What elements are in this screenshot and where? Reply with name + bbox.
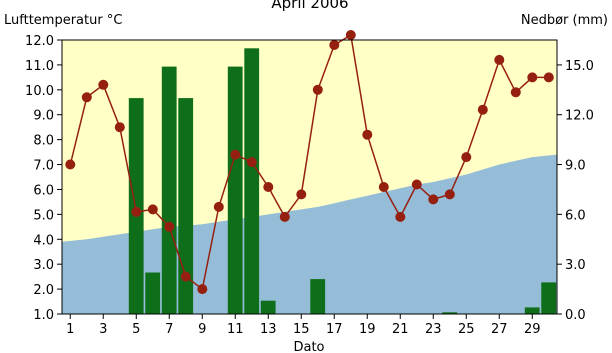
left-tick-label: 11.0: [25, 59, 54, 74]
temperature-point: [263, 182, 274, 192]
x-tick-label: 1: [66, 322, 74, 337]
temperature-point: [81, 92, 92, 103]
x-axis-label: Dato: [293, 340, 324, 353]
temperature-points: [65, 30, 554, 295]
temperature-point: [411, 179, 422, 190]
temperature-point: [197, 284, 208, 295]
temperature-point: [510, 87, 521, 98]
right-tick-label: 15.0: [565, 59, 594, 74]
precipitation-bar: [128, 98, 144, 314]
chart-title: April 2006: [271, 0, 348, 12]
temperature-point: [395, 211, 406, 222]
precipitation-bar: [524, 307, 540, 314]
x-tick-label: 13: [260, 322, 277, 337]
x-tick-label: 5: [132, 322, 140, 337]
precipitation-bar: [145, 272, 161, 314]
temperature-point: [65, 159, 76, 170]
left-tick-label: 5.0: [33, 208, 54, 223]
temperature-point: [345, 30, 356, 40]
x-tick-label: 27: [491, 322, 508, 337]
plot-frame: [61, 39, 558, 315]
temperature-point: [362, 129, 373, 140]
left-axis-label: Lufttemperatur °C: [4, 13, 122, 28]
x-tick-label: 17: [326, 322, 343, 337]
temperature-point: [279, 211, 290, 222]
right-tick-label: 6.0: [565, 208, 586, 223]
left-tick-label: 6.0: [33, 183, 54, 198]
left-tick-label: 9.0: [33, 109, 54, 124]
temperature-point: [147, 204, 158, 215]
right-axis-label: Nedbør (mm): [521, 13, 608, 28]
temperature-point: [444, 189, 455, 200]
precipitation-bar: [541, 282, 557, 314]
temperature-point: [477, 104, 488, 115]
right-tick-label: 9.0: [565, 159, 586, 174]
x-tick-label: 3: [99, 322, 107, 337]
temperature-point: [98, 79, 109, 90]
x-tick-label: 19: [359, 322, 376, 337]
precipitation-bar: [178, 98, 194, 314]
plot-area: [61, 30, 558, 315]
precipitation-bar: [260, 300, 276, 314]
x-tick-label: 15: [293, 322, 310, 337]
temperature-point: [378, 182, 389, 192]
right-tick-label: 0.0: [565, 308, 586, 323]
temperature-point: [527, 72, 538, 83]
x-tick-label: 25: [458, 322, 475, 337]
temperature-point: [296, 189, 307, 200]
temperature-point: [180, 271, 191, 282]
left-tick-label: 12.0: [25, 34, 54, 49]
right-axis: 0.0 3.0 6.0 9.0 12.0 15.0: [557, 59, 594, 323]
temperature-point: [131, 206, 142, 217]
precipitation-bar: [227, 66, 243, 314]
precipitation-bars: [128, 48, 557, 315]
left-tick-label: 1.0: [33, 308, 54, 323]
temperature-point: [312, 84, 323, 95]
x-tick-label: 11: [227, 322, 244, 337]
left-axis: 1.0 2.0 3.0 4.0 5.0 6.0 7.0 8.0 9.0 10.0 11.0 12.0: [25, 34, 62, 323]
x-tick-label: 21: [392, 322, 409, 337]
right-tick-label: 3.0: [565, 258, 586, 273]
precipitation-bar: [442, 312, 458, 314]
left-tick-label: 2.0: [33, 283, 54, 298]
x-tick-label: 23: [425, 322, 442, 337]
temperature-point: [246, 157, 257, 168]
temperature-point: [428, 194, 439, 205]
temperature-point: [543, 72, 554, 83]
left-tick-label: 7.0: [33, 159, 54, 174]
left-tick-label: 10.0: [25, 84, 54, 99]
x-tick-label: 29: [524, 322, 541, 337]
temperature-point: [329, 40, 340, 50]
temperature-point: [230, 149, 241, 160]
left-tick-label: 3.0: [33, 258, 54, 273]
left-tick-label: 4.0: [33, 233, 54, 248]
x-tick-label: 7: [165, 322, 173, 337]
right-tick-label: 12.0: [565, 109, 594, 124]
x-axis: 1 3 5 7 9 11 13 15 17 19 21 23 25 27 29: [66, 314, 541, 337]
temperature-point: [461, 152, 472, 163]
left-tick-label: 8.0: [33, 134, 54, 149]
temperature-point: [213, 201, 224, 212]
temperature-point: [114, 122, 125, 133]
precipitation-bar: [244, 48, 260, 315]
x-tick-label: 9: [198, 322, 206, 337]
temperature-point: [164, 221, 175, 232]
precipitation-bar: [310, 279, 326, 314]
precipitation-bar: [161, 66, 177, 314]
temperature-point: [494, 54, 505, 65]
